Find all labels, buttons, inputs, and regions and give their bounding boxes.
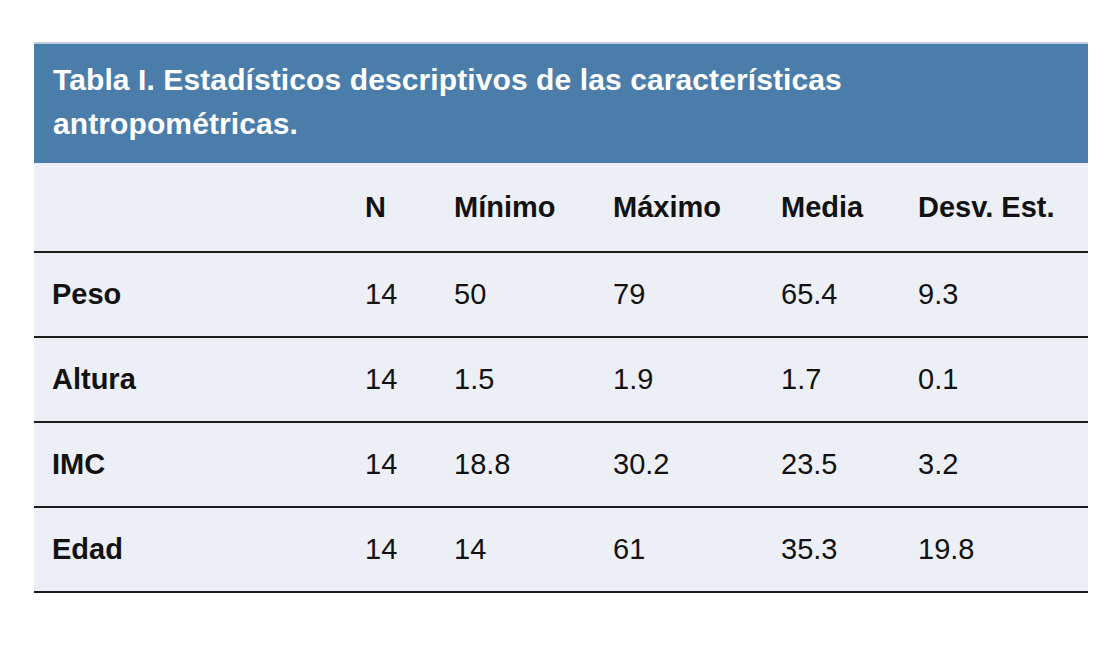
table-title: Tabla I. Estadísticos descriptivos de la… (34, 42, 1088, 163)
row-label: IMC (34, 422, 347, 507)
cell-desv: 19.8 (900, 507, 1088, 592)
table-row-altura: Altura 14 1.5 1.9 1.7 0.1 (34, 337, 1088, 422)
page: Tabla I. Estadísticos descriptivos de la… (0, 0, 1120, 657)
column-header-maximo: Máximo (595, 163, 763, 252)
cell-media: 65.4 (763, 252, 900, 337)
cell-n: 14 (347, 422, 436, 507)
table-row-edad: Edad 14 14 61 35.3 19.8 (34, 507, 1088, 592)
column-header-media: Media (763, 163, 900, 252)
row-label: Peso (34, 252, 347, 337)
stats-table: N Mínimo Máximo Media Desv. Est. Peso 14… (34, 163, 1088, 593)
cell-minimo: 50 (436, 252, 595, 337)
cell-minimo: 18.8 (436, 422, 595, 507)
cell-desv: 9.3 (900, 252, 1088, 337)
column-header-minimo: Mínimo (436, 163, 595, 252)
table-row-imc: IMC 14 18.8 30.2 23.5 3.2 (34, 422, 1088, 507)
cell-media: 35.3 (763, 507, 900, 592)
row-label: Edad (34, 507, 347, 592)
column-header-row: N Mínimo Máximo Media Desv. Est. (34, 163, 1088, 252)
table-row-peso: Peso 14 50 79 65.4 9.3 (34, 252, 1088, 337)
cell-minimo: 14 (436, 507, 595, 592)
column-header-blank (34, 163, 347, 252)
cell-n: 14 (347, 252, 436, 337)
column-header-n: N (347, 163, 436, 252)
cell-maximo: 79 (595, 252, 763, 337)
cell-maximo: 61 (595, 507, 763, 592)
cell-media: 23.5 (763, 422, 900, 507)
cell-maximo: 1.9 (595, 337, 763, 422)
descriptive-statistics-table: Tabla I. Estadísticos descriptivos de la… (34, 42, 1088, 593)
row-label: Altura (34, 337, 347, 422)
cell-desv: 0.1 (900, 337, 1088, 422)
column-header-desv: Desv. Est. (900, 163, 1088, 252)
cell-n: 14 (347, 507, 436, 592)
cell-maximo: 30.2 (595, 422, 763, 507)
cell-media: 1.7 (763, 337, 900, 422)
cell-desv: 3.2 (900, 422, 1088, 507)
cell-minimo: 1.5 (436, 337, 595, 422)
cell-n: 14 (347, 337, 436, 422)
